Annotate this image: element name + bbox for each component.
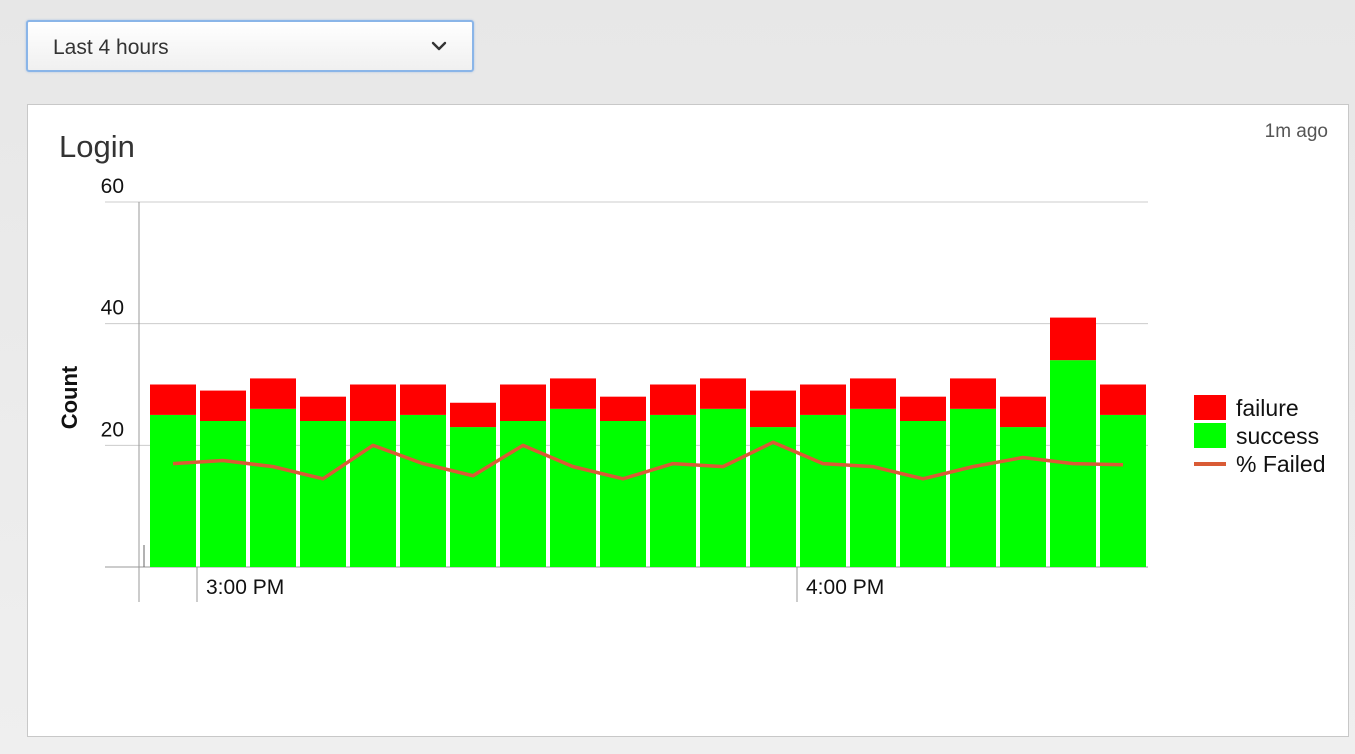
login-chart: 20 40 60 Count 3:00 PM 4:00 PM failuresuccess%… bbox=[57, 175, 1325, 602]
success-bar bbox=[800, 414, 846, 567]
success-bar bbox=[650, 414, 696, 567]
success-bar bbox=[550, 408, 596, 567]
chevron-down-icon bbox=[431, 41, 447, 51]
x-tick-label: 4:00 PM bbox=[806, 576, 884, 599]
failure-bar bbox=[300, 396, 346, 421]
x-tick-label: 3:00 PM bbox=[206, 576, 284, 599]
failure-bar bbox=[1050, 317, 1096, 361]
panel-timestamp: 1m ago bbox=[1264, 121, 1328, 142]
success-bar bbox=[450, 427, 496, 567]
failure-bar bbox=[700, 378, 746, 409]
failure-bar bbox=[1100, 384, 1146, 415]
panel-title: Login bbox=[59, 129, 135, 164]
success-bar bbox=[250, 408, 296, 567]
failure-bar bbox=[1000, 396, 1046, 428]
y-tick-label: 20 bbox=[101, 418, 124, 441]
y-axis-title: Count bbox=[57, 365, 82, 429]
failed-pct-line bbox=[172, 440, 1124, 481]
failure-bar bbox=[850, 378, 896, 409]
failure-bar bbox=[900, 396, 946, 421]
success-bar bbox=[700, 408, 746, 567]
success-bar bbox=[200, 421, 246, 567]
legend-label: failure bbox=[1236, 395, 1299, 421]
success-bar bbox=[150, 414, 196, 567]
y-tick-label: 60 bbox=[101, 175, 124, 198]
success-bar bbox=[1100, 414, 1146, 567]
failure-bar bbox=[450, 402, 496, 428]
failure-bar bbox=[200, 390, 246, 421]
failure-bar bbox=[250, 378, 296, 409]
time-range-dropdown[interactable]: Last 4 hours bbox=[26, 20, 474, 72]
failure-bar bbox=[750, 390, 796, 428]
failure-bar bbox=[400, 384, 446, 415]
failure-bar bbox=[950, 378, 996, 409]
success-bar bbox=[400, 414, 446, 567]
failure-bar bbox=[550, 378, 596, 409]
failure-bar bbox=[800, 384, 846, 415]
success-bar bbox=[850, 408, 896, 567]
legend-failure-swatch bbox=[1194, 395, 1226, 420]
legend-label: success bbox=[1236, 423, 1319, 449]
legend-success-swatch bbox=[1194, 423, 1226, 448]
failure-bar bbox=[650, 384, 696, 415]
failure-bar bbox=[150, 384, 196, 415]
failure-bar bbox=[350, 384, 396, 421]
failure-bar bbox=[600, 396, 646, 421]
time-range-selected: Last 4 hours bbox=[53, 36, 169, 59]
failure-bar bbox=[500, 384, 546, 421]
success-bar bbox=[1000, 427, 1046, 567]
success-bar bbox=[900, 421, 946, 567]
success-bar bbox=[350, 421, 396, 567]
success-bar bbox=[300, 421, 346, 567]
y-tick-label: 40 bbox=[101, 297, 124, 320]
success-bar bbox=[500, 421, 546, 567]
login-panel: Login 1m ago 20 40 60 Count 3:00 PM 4:00 PM fa… bbox=[27, 104, 1349, 737]
success-bar bbox=[950, 408, 996, 567]
success-bar bbox=[600, 421, 646, 567]
legend-label: % Failed bbox=[1236, 451, 1325, 477]
